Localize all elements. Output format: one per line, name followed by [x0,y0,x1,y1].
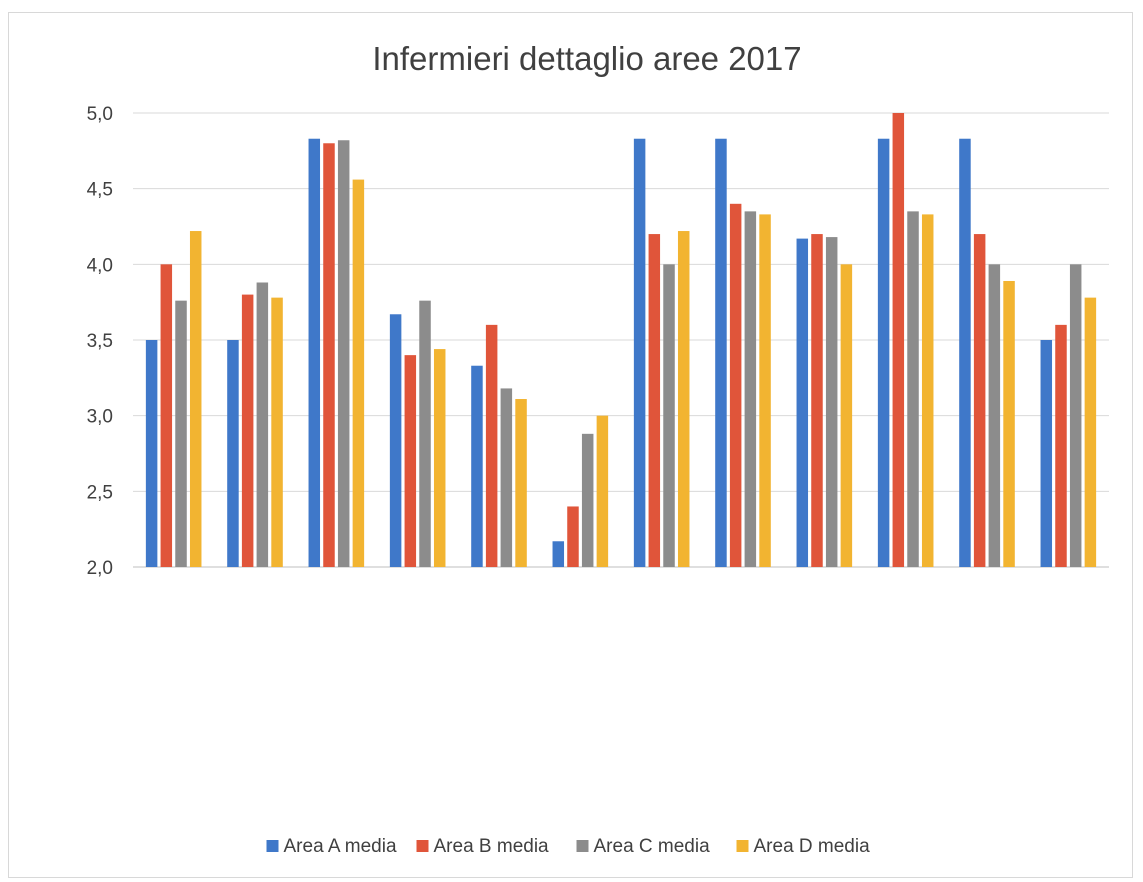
y-tick-label: 4,0 [87,255,113,276]
y-tick-label: 2,5 [87,482,113,503]
bar [160,264,173,567]
category-group [633,138,690,568]
bar [988,264,1001,567]
y-tick-label: 5,0 [87,104,113,125]
bar [825,237,838,568]
bar [567,506,579,567]
bar [921,214,934,568]
bar [419,300,431,567]
bar [552,541,565,567]
bar [485,324,498,567]
bar [877,138,890,567]
legend-swatch [266,840,279,852]
category-group [552,415,609,567]
bar [973,234,986,568]
bar [1069,264,1082,567]
y-tick-label: 4,5 [87,180,113,201]
y-tick-label: 2,0 [87,558,113,579]
bar [175,300,187,567]
bar [352,179,365,567]
bar [323,143,335,567]
bar [337,140,350,567]
category-group [227,282,283,567]
bar [796,238,809,567]
bar [433,349,446,567]
chart-title: Infermieri dettaglio aree 2017 [372,40,801,77]
chart-frame: Infermieri dettaglio aree 2017 2,0 2,5 3,0… [8,12,1133,878]
bar [959,138,971,567]
legend-label: Area D media [754,836,871,857]
bar [1055,324,1067,567]
category-group [1040,264,1097,567]
category-group [877,113,934,568]
category-group [959,138,1015,568]
legend-label: Area C media [594,836,711,857]
bar [648,234,661,568]
bar [744,211,757,567]
bar [241,294,254,567]
legend-item: Area C media [576,836,711,857]
y-tick-label: 3,0 [87,407,113,428]
bar [581,433,594,567]
bar [471,365,483,567]
bar [500,388,513,567]
bar [227,340,239,567]
legend-swatch [576,840,589,852]
category-group [471,324,527,567]
category-group [308,138,365,567]
category-group [796,234,853,568]
legend-label: Area B media [434,836,550,857]
bar [389,314,402,567]
bar [308,138,321,567]
category-group [715,138,771,568]
bar [663,264,675,567]
bar [811,234,823,568]
bar [596,415,609,567]
bar [759,214,771,568]
y-tick-label: 3,5 [87,331,113,352]
bar [1003,280,1015,567]
bar-chart: Infermieri dettaglio aree 2017 2,0 2,5 3,0… [87,40,1109,857]
legend-item: Area B media [416,836,550,857]
bar [256,282,269,567]
legend-label: Area A media [284,836,397,857]
bar [1084,297,1097,567]
bar [892,113,905,567]
bar [189,231,202,568]
legend-item: Area A media [266,836,397,857]
bar [677,231,690,568]
y-axis: 2,0 2,5 3,0 3,5 4,0 4,5 5,0 [87,104,113,579]
bar [271,297,283,567]
bar [1040,340,1053,567]
bar [145,340,158,567]
gridlines [133,112,1109,568]
bar [729,203,742,568]
legend-swatch [736,840,749,852]
bar [715,138,727,567]
legend-item: Area D media [736,836,871,857]
bar [515,399,527,567]
category-group [389,300,446,567]
bars [145,113,1097,568]
legend: Area A media Area B media Area C media Area… [266,836,871,857]
bar [633,138,646,567]
bar [404,355,417,567]
category-group [145,231,202,568]
bar [907,211,919,567]
legend-swatch [416,840,429,852]
bar [840,264,853,567]
